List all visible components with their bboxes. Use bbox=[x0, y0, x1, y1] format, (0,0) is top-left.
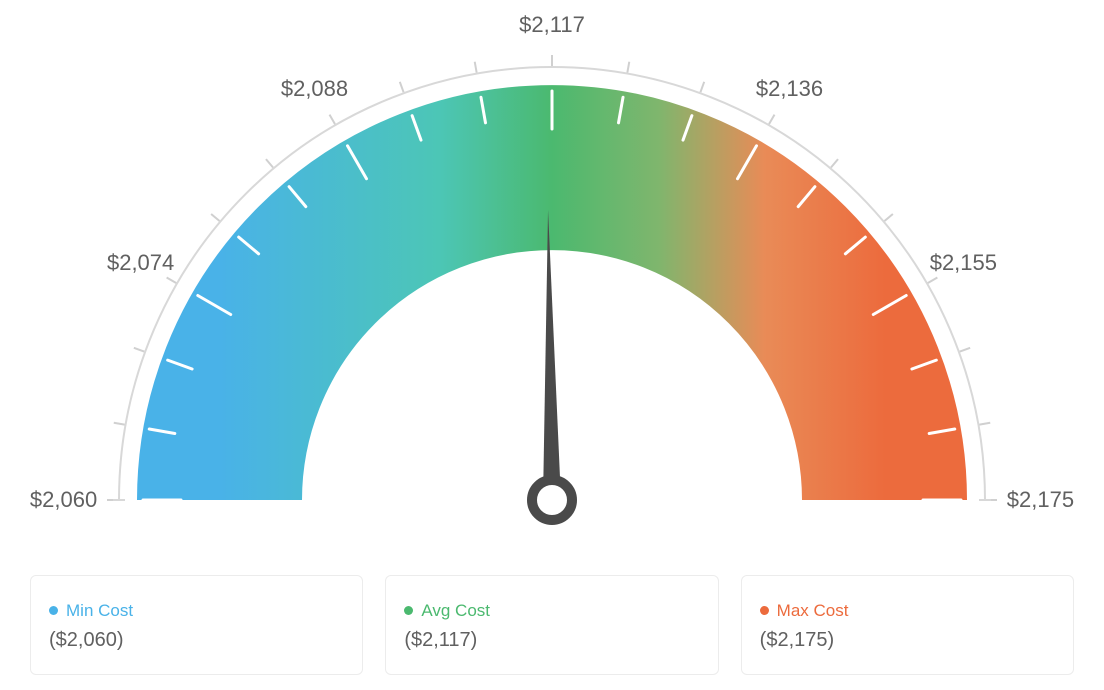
avg-cost-card: Avg Cost ($2,117) bbox=[385, 575, 718, 675]
avg-cost-title: Avg Cost bbox=[404, 601, 699, 621]
gauge-tick-label: $2,136 bbox=[756, 76, 823, 102]
max-cost-card: Max Cost ($2,175) bbox=[741, 575, 1074, 675]
gauge-tick-label: $2,175 bbox=[1007, 487, 1074, 513]
min-cost-value: ($2,060) bbox=[49, 629, 344, 652]
min-dot-icon bbox=[49, 606, 58, 615]
min-cost-title: Min Cost bbox=[49, 601, 344, 621]
gauge-tick-label: $2,088 bbox=[281, 76, 348, 102]
min-cost-label: Min Cost bbox=[66, 601, 133, 621]
avg-dot-icon bbox=[404, 606, 413, 615]
max-cost-title: Max Cost bbox=[760, 601, 1055, 621]
max-cost-value: ($2,175) bbox=[760, 629, 1055, 652]
gauge-chart: $2,060 $2,074 $2,088 $2,117 $2,136 $2,155 $2,1… bbox=[0, 0, 1104, 560]
max-dot-icon bbox=[760, 606, 769, 615]
cost-gauge-infographic: $2,060 $2,074 $2,088 $2,117 $2,136 $2,155 $2,1… bbox=[0, 0, 1104, 690]
avg-cost-value: ($2,117) bbox=[404, 629, 699, 652]
gauge-tick-label: $2,074 bbox=[107, 250, 174, 276]
gauge-tick-label: $2,117 bbox=[519, 12, 585, 38]
gauge-tick-label: $2,155 bbox=[930, 250, 997, 276]
summary-cards: Min Cost ($2,060) Avg Cost ($2,117) Max … bbox=[30, 575, 1074, 675]
max-cost-label: Max Cost bbox=[777, 601, 849, 621]
avg-cost-label: Avg Cost bbox=[421, 601, 490, 621]
gauge-tick-label: $2,060 bbox=[30, 487, 97, 513]
gauge-svg bbox=[0, 0, 1104, 560]
min-cost-card: Min Cost ($2,060) bbox=[30, 575, 363, 675]
